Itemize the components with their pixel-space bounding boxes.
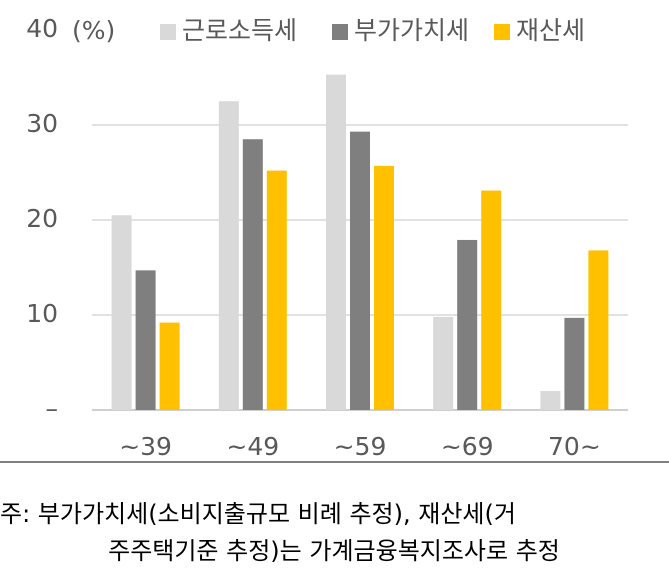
x-tick-label: ~39: [119, 432, 172, 461]
note: 주: 부가가치세(소비지출규모 비례 추정), 재산세(거: [0, 500, 516, 528]
y-tick-label: 40: [26, 14, 58, 43]
bar: [266, 170, 287, 410]
legend-swatch: [160, 24, 176, 40]
x-tick-label: ~49: [226, 432, 279, 461]
legend-label: 부가가치세: [354, 16, 469, 45]
bar: [374, 165, 394, 410]
bar: [564, 317, 585, 410]
bar: [135, 270, 156, 410]
bar: [540, 391, 561, 410]
legend-label: 근로소득세: [182, 16, 297, 45]
bar: [326, 74, 346, 411]
bar: [588, 250, 609, 410]
legend-swatch: [332, 24, 348, 40]
y-tick-label: 10: [26, 299, 58, 328]
bar: [218, 101, 239, 410]
legend-label: 재산세: [516, 16, 585, 45]
note: 주주택기준 추정)는 가계금융복지조사로 추정: [108, 537, 560, 565]
x-tick-label: ~59: [334, 432, 387, 461]
y-tick-label: –: [46, 394, 59, 423]
y-tick-label: 30: [26, 109, 58, 138]
x-tick-label: ~69: [441, 432, 494, 461]
bar: [350, 131, 370, 410]
bar: [481, 190, 502, 410]
y-axis-label: (%): [72, 16, 115, 45]
bar: [242, 139, 263, 410]
legend-swatch: [494, 24, 510, 40]
y-tick-label: 20: [26, 204, 58, 233]
bar: [111, 215, 132, 410]
bar: [433, 316, 454, 410]
x-tick-label: 70~: [548, 432, 601, 461]
bar: [457, 239, 478, 410]
bar: [159, 322, 180, 410]
